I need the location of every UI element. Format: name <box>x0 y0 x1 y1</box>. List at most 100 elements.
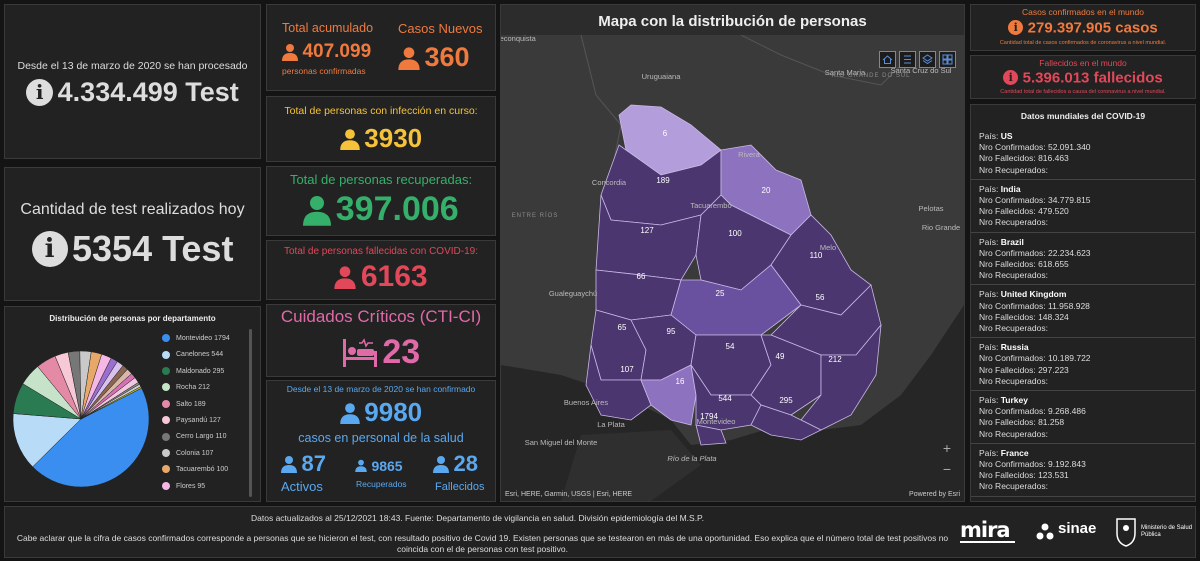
country-fallecidos: Nro Fallecidos: 148.324 <box>979 311 1069 322</box>
person-icon <box>433 456 449 473</box>
legend-value: 110 <box>215 433 227 441</box>
country-pais: País: United Kingdom <box>979 289 1067 300</box>
summary-top-panel: Total acumulado 407.099 personas confirm… <box>266 4 496 91</box>
recovered-panel: Total de personas recuperadas: 397.006 <box>266 166 496 236</box>
health-active-label: Activos <box>281 479 323 494</box>
place-rio-de-la-plata: Río de la Plata <box>667 454 716 463</box>
world-confirmed-sub: Cantidad total de casos confirmados de c… <box>999 40 1167 46</box>
critical-value: 23 <box>382 333 421 371</box>
legend-swatch <box>162 432 170 441</box>
country-confirmados: Nro Confirmados: 9.268.486 <box>979 406 1086 417</box>
world-list-panel: Datos mundiales del COVID-19 País: US Nro… <box>970 104 1196 502</box>
country-fallecidos: Nro Fallecidos: 297.223 <box>979 364 1069 375</box>
map-powered[interactable]: Powered by Esri <box>909 491 960 498</box>
person-icon <box>340 128 360 150</box>
place-buenos-aires: Buenos Aires <box>564 398 608 407</box>
legend-value: 212 <box>198 384 210 392</box>
legend-scrollbar[interactable] <box>249 329 252 497</box>
new-value: 360 <box>424 42 470 72</box>
tests-total-panel: Desde el 13 de marzo de 2020 se han proc… <box>4 4 261 159</box>
val-soriano: 65 <box>618 323 627 332</box>
country-item[interactable]: País: United Kingdom Nro Confirmados: 11.… <box>971 285 1195 339</box>
place-entre-rios: ENTRE RÍOS <box>512 212 559 219</box>
place-rivera: Rivera <box>738 150 761 159</box>
health-subtitle: casos en personal de la salud <box>298 431 464 445</box>
dept-maldonado <box>750 404 822 441</box>
place-santa-maria: Santa Maria <box>825 68 866 77</box>
place-santa-cruz: Santa Cruz do Sul <box>891 66 952 75</box>
layers-button[interactable] <box>919 51 936 68</box>
legend-name: Cerro Largo <box>176 433 214 441</box>
grid-icon <box>942 54 953 65</box>
val-maldonado: 295 <box>779 396 793 405</box>
critical-label: Cuidados Críticos (CTI-CI) <box>280 307 482 326</box>
pie-slice-canelones[interactable] <box>12 413 82 468</box>
country-confirmados: Nro Confirmados: 11.958.928 <box>979 300 1090 311</box>
zoom-in-button[interactable]: + <box>942 440 952 456</box>
world-deaths-label: Fallecidos en el mundo <box>1039 58 1127 68</box>
legend-name: Maldonado <box>176 367 211 375</box>
world-country-list[interactable]: País: US Nro Confirmados: 52.091.340 Nro F… <box>971 127 1195 501</box>
country-pais: País: US <box>979 131 1013 141</box>
legend-button[interactable] <box>899 51 916 68</box>
country-item[interactable]: País: France Nro Confirmados: 9.192.843 Nr… <box>971 444 1195 497</box>
person-icon <box>303 195 332 226</box>
home-button[interactable] <box>879 51 896 68</box>
person-icon <box>282 44 298 61</box>
country-item[interactable]: País: GermanyNro Confirmados: 6.999.476N… <box>971 497 1195 502</box>
health-deceased-label: Fallecidos <box>435 481 485 493</box>
info-icon: i <box>1008 20 1024 36</box>
legend-item[interactable]: Canelones 544 <box>162 349 223 361</box>
tests-today-caption: Cantidad de test realizados hoy <box>20 201 245 218</box>
val-colonia: 107 <box>620 365 634 374</box>
zoom-out-button[interactable]: − <box>942 461 952 477</box>
legend-item[interactable]: Maldonado 295 <box>162 366 224 378</box>
legend-item[interactable]: Salto 189 <box>162 399 206 411</box>
map-svg[interactable]: 6 189 20 127 100 110 66 25 56 65 95 54 4… <box>501 35 964 501</box>
place-uruguaiana: Uruguaiana <box>642 72 682 81</box>
country-item[interactable]: País: Russia Nro Confirmados: 10.189.722 N… <box>971 338 1195 392</box>
legend-value: 1794 <box>214 335 230 342</box>
country-item[interactable]: País: Turkey Nro Confirmados: 9.268.486 Nr… <box>971 391 1195 444</box>
legend-value: 95 <box>197 482 206 490</box>
person-icon <box>355 459 367 473</box>
val-rivera: 20 <box>762 186 771 195</box>
departments-chart-panel: Distribución de personas por departament… <box>4 306 261 502</box>
basemap-button[interactable] <box>939 51 956 68</box>
country-recuperados: Nro Recuperados: <box>979 481 1048 492</box>
legend-name: Flores <box>176 482 196 490</box>
legend-item[interactable]: Colonia 107 <box>162 448 213 460</box>
health-recovered-label: Recuperados <box>356 479 407 489</box>
health-deceased-value: 28 <box>453 451 478 476</box>
place-montevideo: Montevideo <box>697 417 736 426</box>
legend-swatch <box>162 334 170 343</box>
pie-slice-artigas[interactable] <box>80 386 142 420</box>
pie-slice-montevideo[interactable] <box>32 387 150 488</box>
health-caption: Desde el 13 de marzo de 2020 se han conf… <box>286 384 476 394</box>
person-icon <box>281 456 297 473</box>
legend-swatch <box>162 481 170 490</box>
map-view[interactable]: 6 189 20 127 100 110 66 25 56 65 95 54 4… <box>501 35 964 501</box>
country-recuperados: Nro Recuperados: <box>979 428 1048 439</box>
legend-swatch <box>162 416 170 425</box>
legend-item[interactable]: Cerro Largo 110 <box>162 431 226 443</box>
country-pais: País: India <box>979 183 1021 194</box>
legend-item[interactable]: Montevideo 1794 <box>162 333 230 345</box>
health-recovered-value: 9865 <box>371 457 403 474</box>
legend-item[interactable]: Tacuarembó 100 <box>162 464 228 476</box>
country-confirmados: Nro Confirmados: 52.091.340 <box>979 142 1091 153</box>
legend-item[interactable]: Flores 95 <box>162 481 205 493</box>
val-tacuarembo: 100 <box>728 229 742 238</box>
country-item[interactable]: País: US Nro Confirmados: 52.091.340 Nro F… <box>971 127 1195 180</box>
place-la-plata: La Plata <box>597 420 625 429</box>
country-item[interactable]: País: Brazil Nro Confirmados: 22.234.623 N… <box>971 233 1195 286</box>
val-salto: 189 <box>656 176 670 185</box>
legend-item[interactable]: Paysandú 127 <box>162 415 221 427</box>
legend-item[interactable]: Rocha 212 <box>162 382 210 394</box>
country-item[interactable]: País: India Nro Confirmados: 34.779.815 Nr… <box>971 180 1195 233</box>
legend-swatch <box>162 448 170 457</box>
deceased-label: Total de personas fallecidas con COVID-1… <box>284 246 478 257</box>
pie-chart[interactable] <box>11 349 151 489</box>
country-pais: País: France <box>979 447 1029 458</box>
legend-name: Canelones <box>176 351 210 359</box>
